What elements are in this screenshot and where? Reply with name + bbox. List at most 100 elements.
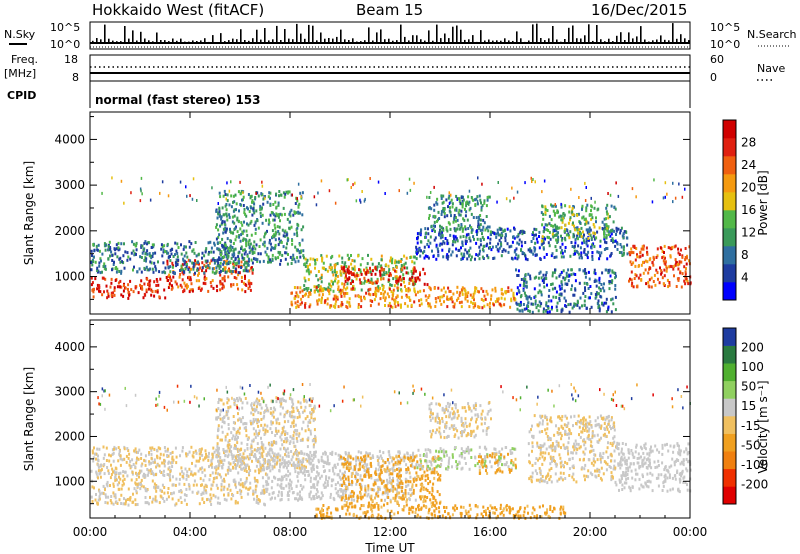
heatmap-cell (223, 451, 225, 455)
heatmap-cell (236, 216, 239, 220)
heatmap-cell (614, 308, 617, 312)
heatmap-cell (447, 205, 449, 209)
heatmap-cell (202, 458, 205, 462)
heatmap-cell (223, 477, 225, 481)
heatmap-cell (132, 500, 135, 504)
heatmap-cell (374, 280, 377, 284)
heatmap-cell (266, 424, 269, 428)
heatmap-cell (249, 469, 252, 472)
heatmap-cell (510, 256, 513, 260)
heatmap-cell (603, 223, 606, 227)
heatmap-cell (665, 266, 668, 270)
heatmap-cell (218, 207, 221, 211)
heatmap-cell (340, 266, 343, 270)
heatmap-cell (191, 461, 193, 465)
heatmap-cell (504, 239, 507, 243)
heatmap-cell (608, 215, 611, 219)
heatmap-cell (489, 230, 492, 234)
heatmap-cell (249, 249, 252, 253)
heatmap-cell (303, 464, 306, 468)
heatmap-cell (261, 455, 264, 459)
heatmap-cell (288, 442, 291, 445)
heatmap-cell (410, 269, 413, 273)
heatmap-cell (166, 259, 169, 263)
heatmap-cell (544, 205, 547, 209)
heatmap-cell (598, 226, 601, 230)
heatmap-cell (151, 470, 154, 474)
heatmap-cell (560, 226, 563, 230)
heatmap-cell (586, 282, 589, 286)
heatmap-cell (299, 484, 302, 487)
heatmap-cell (237, 265, 240, 269)
heatmap-cell (315, 288, 318, 292)
heatmap-cell (602, 227, 605, 231)
heatmap-cell (102, 265, 105, 268)
heatmap-cell (279, 412, 282, 416)
heatmap-cell (291, 193, 293, 197)
velocity-heatmap-cells (90, 383, 692, 520)
heatmap-cell (135, 450, 138, 454)
heatmap-cell (411, 275, 414, 279)
heatmap-cell (208, 266, 211, 270)
heatmap-cell (123, 477, 126, 481)
heatmap-cell (237, 251, 240, 255)
heatmap-cell (279, 262, 282, 266)
heatmap-cell (333, 297, 336, 300)
cpid-label: CPID (7, 89, 36, 102)
heatmap-cell (584, 289, 587, 292)
heatmap-cell (185, 477, 188, 481)
heatmap-cell (199, 266, 202, 270)
heatmap-cell (235, 437, 238, 441)
heatmap-cell (187, 268, 190, 271)
heatmap-cell (559, 245, 562, 249)
heatmap-cell (616, 242, 619, 246)
heatmap-cell (169, 265, 172, 269)
heatmap-cell (555, 227, 558, 231)
heatmap-cell (526, 258, 529, 262)
heatmap-cell (148, 452, 150, 456)
heatmap-cell (597, 302, 600, 306)
heatmap-cell (500, 231, 503, 235)
heatmap-cell (114, 476, 117, 480)
heatmap-cell (460, 288, 463, 292)
heatmap-cell (457, 197, 460, 201)
heatmap-cell (237, 287, 239, 291)
heatmap-cell (226, 468, 229, 472)
heatmap-cell (460, 305, 463, 309)
heatmap-cell (213, 241, 216, 245)
heatmap-cell (550, 299, 553, 303)
heatmap-cell (456, 290, 459, 294)
heatmap-cell (168, 282, 171, 286)
heatmap-cell (562, 212, 565, 215)
heatmap-cell (684, 270, 687, 274)
heatmap-cell (568, 274, 571, 278)
heatmap-cell (220, 425, 223, 429)
heatmap-cell (567, 268, 570, 272)
heatmap-cell (289, 414, 292, 418)
heatmap-cell (216, 216, 219, 220)
heatmap-cell (233, 443, 236, 447)
heatmap-cell (669, 255, 672, 259)
colorbar-swatch (723, 138, 736, 157)
heatmap-cell (234, 483, 237, 487)
heatmap-cell (176, 252, 179, 255)
heatmap-cell (251, 251, 254, 255)
heatmap-cell (569, 230, 572, 234)
heatmap-cell (598, 281, 601, 284)
heatmap-cell (612, 302, 615, 306)
heatmap-cell (388, 274, 391, 278)
heatmap-cell (405, 256, 408, 260)
heatmap-cell (378, 449, 381, 453)
heatmap-cell (628, 279, 630, 283)
heatmap-cell (450, 296, 453, 299)
heatmap-cell (545, 228, 548, 232)
heatmap-cell (528, 309, 531, 313)
heatmap-cell (263, 414, 266, 418)
heatmap-cell (322, 288, 325, 292)
heatmap-cell (251, 459, 253, 463)
heatmap-cell (502, 229, 505, 233)
heatmap-cell (223, 260, 226, 264)
heatmap-cell (288, 190, 291, 194)
